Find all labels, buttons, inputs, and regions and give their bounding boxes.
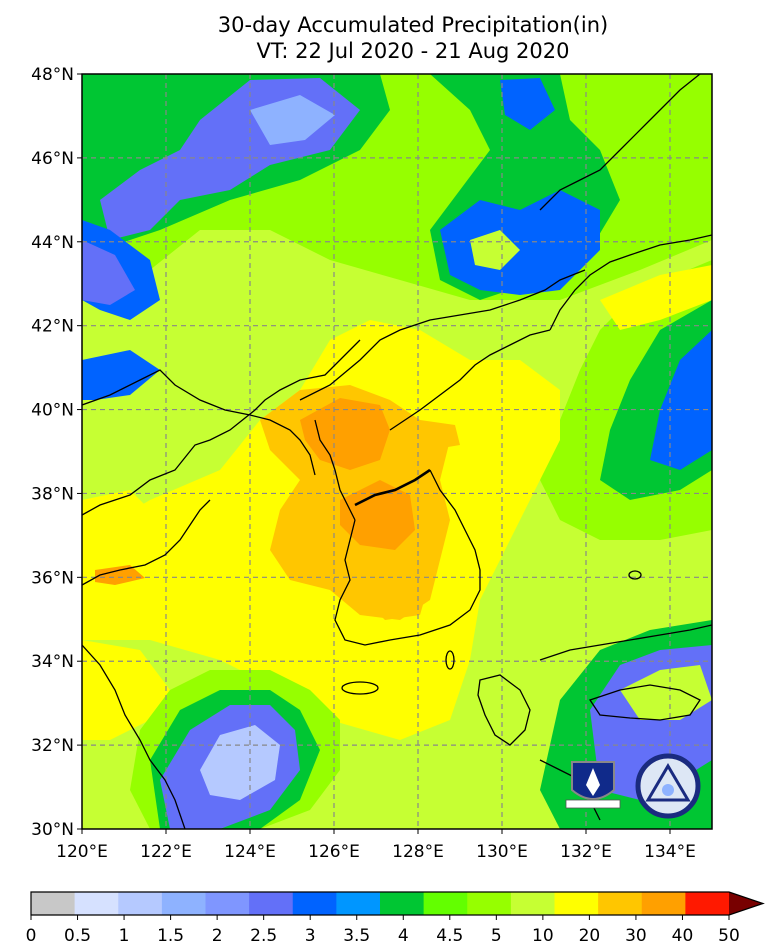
coast-japan-kyushu (477, 674, 531, 746)
coast-bohai (82, 339, 361, 516)
colorbar-tick-label: 3 (305, 926, 316, 946)
colorbar-swatch (74, 892, 119, 915)
coast-south-korea (334, 469, 481, 646)
colorbar-swatch (380, 892, 425, 915)
colorbar-tick-label: 40 (672, 926, 694, 946)
coast-china-east (82, 644, 186, 829)
colorbar-tick-label: 1 (119, 926, 130, 946)
coast-russia (549, 234, 712, 331)
lat-tick-label: 44°N (31, 233, 74, 253)
colorbar-tick-label: 2 (212, 926, 223, 946)
colorbar-swatch (554, 892, 599, 915)
coast-north-korea-east (389, 329, 551, 431)
field-east-blue (650, 330, 712, 470)
lat-tick-label: 40°N (31, 401, 74, 421)
colorbar-swatch (641, 892, 686, 915)
colorbar-tick-label: 1.5 (157, 926, 184, 946)
coast-japan-shikoku (588, 684, 701, 721)
colorbar-tick-label: 5 (491, 926, 502, 946)
colorbar-swatch (161, 892, 206, 915)
longitude-axis: 120°E 122°E 124°E 126°E 128°E 130°E 132°E 134°E (56, 829, 696, 862)
field-east-yellow-band (600, 265, 712, 330)
colorbar-swatch (685, 892, 730, 915)
lat-tick-label: 32°N (31, 736, 74, 756)
colorbar-swatch (205, 892, 250, 915)
field-west-darkblue (82, 240, 135, 305)
lat-tick-label: 36°N (31, 568, 74, 588)
lat-tick-label: 48°N (31, 65, 74, 85)
lat-tick-label: 34°N (31, 652, 74, 672)
latitude-axis: 48°N 46°N 44°N 42°N 40°N 38°N 36°N 34°N 32°N 30°N (31, 65, 82, 840)
colorbar-tick-label: 10 (532, 926, 554, 946)
colorbar-extend-arrow (729, 892, 763, 915)
field-ne-blue-blob (440, 190, 600, 295)
colorbar-outline (30, 891, 765, 916)
lon-tick-label: 128°E (392, 842, 444, 862)
tsushima-island (445, 650, 455, 670)
colorbar-swatch (598, 892, 643, 915)
colorbar-tick-label: 4 (398, 926, 409, 946)
colorbar-tick-label: 30 (625, 926, 647, 946)
field-ne-lightgreen (470, 230, 520, 270)
weather-squadron-seal-logo (635, 753, 701, 819)
field-west-orange-small (95, 565, 145, 585)
field-japan-lightgreen (620, 665, 712, 720)
air-force-shield-logo (565, 761, 621, 809)
coast-japan-honshu (539, 624, 712, 661)
valid-time-subtitle: VT: 22 Jul 2020 - 21 Aug 2020 (256, 39, 570, 63)
lon-tick-label: 126°E (308, 842, 360, 862)
colorbar-swatch (336, 892, 381, 915)
field-east-gold-small (420, 420, 460, 450)
colorbar-swatch (249, 892, 294, 915)
colorbar-swatch (423, 892, 468, 915)
coastlines (82, 74, 712, 829)
lon-tick-label: 124°E (224, 842, 276, 862)
korean-dmz (354, 468, 431, 507)
field-south-lightblue (200, 725, 280, 800)
map-title: 30-day Accumulated Precipitation(in) (217, 13, 609, 37)
field-south-yellow (82, 640, 170, 740)
colorbar-tick-label: 0 (26, 926, 37, 946)
colorbar-tick-label: 2.5 (250, 926, 277, 946)
coast-china-liaodong (82, 369, 316, 476)
field-north-lightblue (250, 95, 335, 145)
coast-north-korea-west (314, 419, 356, 521)
lat-tick-label: 30°N (31, 820, 74, 840)
sado-island (628, 570, 642, 580)
lon-tick-label: 130°E (476, 842, 528, 862)
field-sk-gold-south (360, 555, 430, 620)
border-nk-china (299, 269, 586, 401)
field-nw-blue-strip (82, 350, 160, 400)
lon-tick-label: 134°E (644, 842, 696, 862)
lon-tick-label: 120°E (56, 842, 108, 862)
field-sk-orange (340, 480, 415, 550)
colorbar-swatch (510, 892, 555, 915)
border-russia-china (539, 74, 701, 211)
graticule (82, 74, 712, 829)
coast-shandong (82, 499, 211, 586)
colorbar-tick-label: 50 (718, 926, 740, 946)
map-frame (81, 73, 713, 830)
lon-tick-label: 132°E (560, 842, 612, 862)
colorbar-labels: 0 0.5 1 1.5 2 2.5 3 3.5 4 4.5 5 10 20 30 40 50 (26, 915, 740, 946)
colorbar-swatch (31, 892, 76, 915)
lat-tick-label: 38°N (31, 484, 74, 504)
lat-tick-label: 46°N (31, 149, 74, 169)
colorbar-tick-label: 0.5 (64, 926, 91, 946)
colorbar-swatch (467, 892, 512, 915)
precipitation-colorbar (30, 891, 765, 916)
field-nk-orange (300, 398, 390, 470)
lon-tick-label: 122°E (140, 842, 192, 862)
jeju-island (341, 681, 379, 695)
colorbar-tick-label: 3.5 (343, 926, 370, 946)
precipitation-field (82, 74, 712, 829)
colorbar-swatch (292, 892, 337, 915)
field-ne-top-blue (500, 78, 555, 130)
colorbar-tick-label: 4.5 (436, 926, 463, 946)
colorbar-tick-label: 20 (579, 926, 601, 946)
lat-tick-label: 42°N (31, 317, 74, 337)
colorbar-swatch (118, 892, 163, 915)
